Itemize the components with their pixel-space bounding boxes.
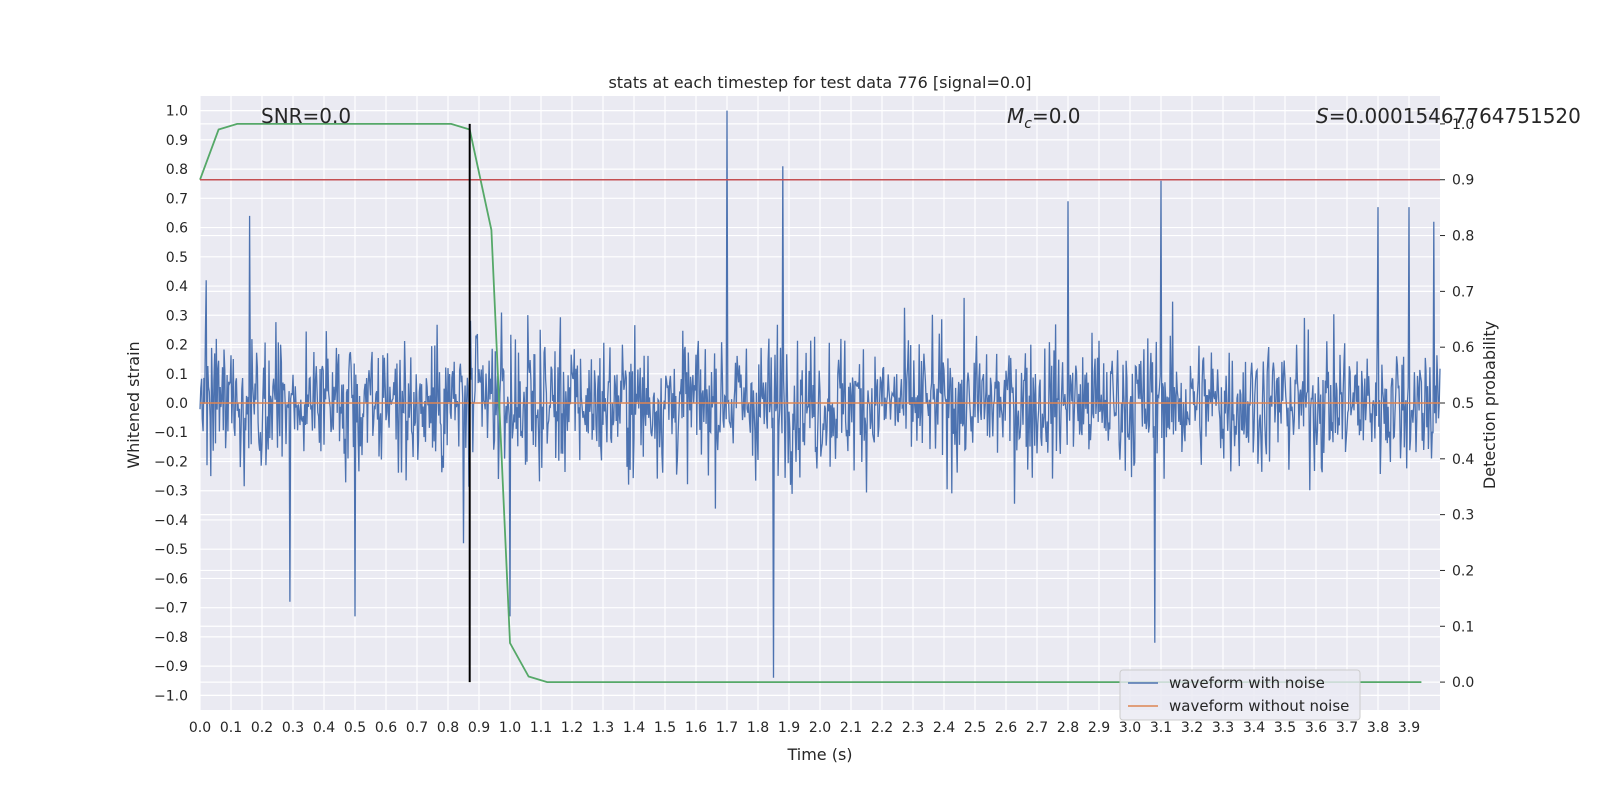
x-tick-label: 2.8 (1057, 720, 1079, 736)
axes: 0.0 0.1 0.2 0.3 0.4 0.5 0.6 0.7 0.8 0.9 1.0 1.1 1.2 1… (154, 104, 1474, 736)
x-tick-label: 0.0 (189, 720, 211, 736)
y2-tick-label: 0.8 (1452, 229, 1474, 245)
y-tick-label: 0.0 (166, 396, 188, 412)
y2-tick-label: 0.7 (1452, 284, 1474, 300)
y2-tick-label: 0.4 (1452, 452, 1474, 468)
x-tick-label: 0.1 (220, 720, 242, 736)
y-tick-label: −0.3 (154, 484, 188, 500)
annotation-s-symbol: S (1316, 104, 1329, 128)
legend-label-noise: waveform with noise (1169, 674, 1325, 692)
annotation-s: S=0.00015467764751520 (1316, 104, 1581, 128)
x-tick-label: 1.8 (747, 720, 769, 736)
x-tick-label: 2.6 (995, 720, 1017, 736)
series-detection-probability (199, 123, 1422, 683)
y-axis-label: Whitened strain (124, 341, 143, 468)
y-tick-label: 0.8 (166, 162, 188, 178)
y-tick-label: −0.8 (154, 630, 188, 646)
x-tick-label: 3.4 (1243, 720, 1265, 736)
x-tick-label: 1.2 (561, 720, 583, 736)
y2-tick-label: 0.3 (1452, 508, 1474, 524)
x-tick-label: 2.4 (933, 720, 955, 736)
chart-title: stats at each timestep for test data 776… (608, 73, 1031, 92)
x-tick-label: 0.8 (437, 720, 459, 736)
x-tick-label: 1.4 (623, 720, 645, 736)
x-tick-label: 1.1 (530, 720, 552, 736)
x-tick-label: 3.3 (1212, 720, 1234, 736)
y2-tick-label: 1.0 (1452, 117, 1474, 133)
y-tick-label: 0.2 (166, 338, 188, 354)
x-tick-label: 3.7 (1336, 720, 1358, 736)
x-tick-label: 0.5 (344, 720, 366, 736)
annotation-mc-subscript: c (1024, 116, 1032, 132)
y-tick-label: −0.2 (154, 454, 188, 470)
y2-axis-label: Detection probability (1480, 321, 1499, 489)
y-tick-label: −1.0 (154, 688, 188, 704)
annotation-mc-value: =0.0 (1032, 104, 1081, 128)
y-tick-label: −0.6 (154, 571, 188, 587)
x-tick-label: 3.2 (1181, 720, 1203, 736)
x-tick-label: 3.6 (1305, 720, 1327, 736)
x-axis-label: Time (s) (786, 745, 852, 764)
y-tick-label: 0.5 (166, 250, 188, 266)
y2-tick-label: 0.9 (1452, 173, 1474, 189)
legend-label-clean: waveform without noise (1169, 697, 1349, 715)
x-tick-label: 0.3 (282, 720, 304, 736)
x-tick-label: 3.9 (1398, 720, 1420, 736)
y-tick-label: −0.4 (154, 513, 188, 529)
y-tick-label: −0.1 (154, 425, 188, 441)
y-tick-label: 0.3 (166, 308, 188, 324)
annotation-s-value: =0.00015467764751520 (1329, 104, 1581, 128)
y2-tick-label: 0.5 (1452, 396, 1474, 412)
y-tick-label: −0.9 (154, 659, 188, 675)
y-tick-label: 0.7 (166, 191, 188, 207)
annotation-mc-symbol: M (1007, 104, 1024, 128)
annotation-snr: SNR=0.0 (261, 104, 351, 128)
y-tick-label: −0.7 (154, 601, 188, 617)
x-tick-label: 2.9 (1088, 720, 1110, 736)
x-tick-label: 0.6 (375, 720, 397, 736)
y-tick-label: −0.5 (154, 542, 188, 558)
waveform-with-noise-line (199, 110, 1441, 678)
y2-tick-label: 0.0 (1452, 675, 1474, 691)
x-tick-label: 2.7 (1026, 720, 1048, 736)
x-tick-label: 0.7 (406, 720, 428, 736)
x-tick-label: 0.2 (251, 720, 273, 736)
y2-tick-label: 0.6 (1452, 340, 1474, 356)
x-tick-label: 0.4 (313, 720, 335, 736)
legend: waveform with noise waveform without noi… (1119, 669, 1361, 721)
x-tick-label: 0.9 (468, 720, 490, 736)
y-tick-label: 1.0 (166, 104, 188, 120)
annotation-mc: Mc=0.0 (1007, 104, 1081, 132)
overlays (200, 123, 1440, 683)
y2-tick-label: 0.2 (1452, 563, 1474, 579)
x-tick-label: 2.2 (871, 720, 893, 736)
x-tick-label: 1.3 (592, 720, 614, 736)
x-tick-label: 1.6 (685, 720, 707, 736)
y-tick-label: 0.9 (166, 133, 188, 149)
y-tick-label: 0.4 (166, 279, 188, 295)
x-tick-label: 2.3 (902, 720, 924, 736)
x-tick-label: 2.1 (840, 720, 862, 736)
y2-tick-label: 0.1 (1452, 619, 1474, 635)
x-tick-label: 3.0 (1119, 720, 1141, 736)
x-tick-label: 1.0 (499, 720, 521, 736)
legend-box (1119, 669, 1361, 721)
x-tick-label: 3.8 (1367, 720, 1389, 736)
y-tick-label: 0.1 (166, 367, 188, 383)
x-tick-label: 1.5 (654, 720, 676, 736)
detection-probability-line (199, 123, 1422, 683)
x-tick-label: 3.5 (1274, 720, 1296, 736)
series-waveform-with-noise (199, 110, 1441, 678)
x-tick-label: 1.9 (778, 720, 800, 736)
x-tick-label: 2.0 (809, 720, 831, 736)
y-tick-label: 0.6 (166, 221, 188, 237)
x-tick-label: 3.1 (1150, 720, 1172, 736)
x-tick-label: 2.5 (964, 720, 986, 736)
x-tick-label: 1.7 (716, 720, 738, 736)
